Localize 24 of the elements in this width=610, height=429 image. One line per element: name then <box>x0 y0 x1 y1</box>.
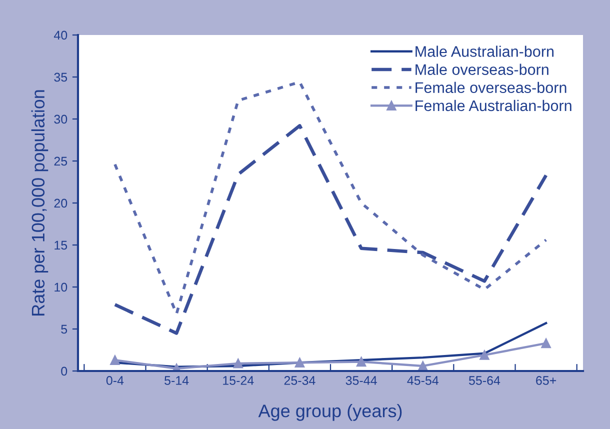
legend-label: Female overseas-born <box>416 82 566 94</box>
x-tick-label: 65+ <box>536 376 556 385</box>
y-tick-label: 30 <box>54 114 68 124</box>
x-axis-title: Age group (years) <box>258 404 402 421</box>
y-tick-label: 20 <box>54 198 68 208</box>
y-tick-label: 0 <box>61 366 68 376</box>
line-series <box>113 124 548 335</box>
y-tick-label: 10 <box>54 282 68 292</box>
y-tick-label: 15 <box>54 240 68 250</box>
x-tick-label: 45-54 <box>407 376 438 385</box>
x-tick-label: 15-24 <box>223 376 254 385</box>
y-tick-label: 35 <box>54 72 68 82</box>
x-tick-label: 55-64 <box>468 376 500 385</box>
y-tick-label: 40 <box>54 30 68 40</box>
x-tick-label: 5-14 <box>164 376 189 385</box>
legend-label: Female Australian-born <box>416 100 572 112</box>
y-axis-title: Rate per 100,000 population <box>31 90 48 316</box>
y-tick-label: 5 <box>61 324 68 334</box>
legend-label: Male overseas-born <box>416 64 548 75</box>
x-tick-label: 25-34 <box>284 376 316 385</box>
y-tick-label: 25 <box>54 156 68 166</box>
x-tick-label: 35-44 <box>346 376 377 385</box>
x-tick-label: 0-4 <box>106 376 124 385</box>
legend-label: Male Australian-born <box>416 46 554 57</box>
